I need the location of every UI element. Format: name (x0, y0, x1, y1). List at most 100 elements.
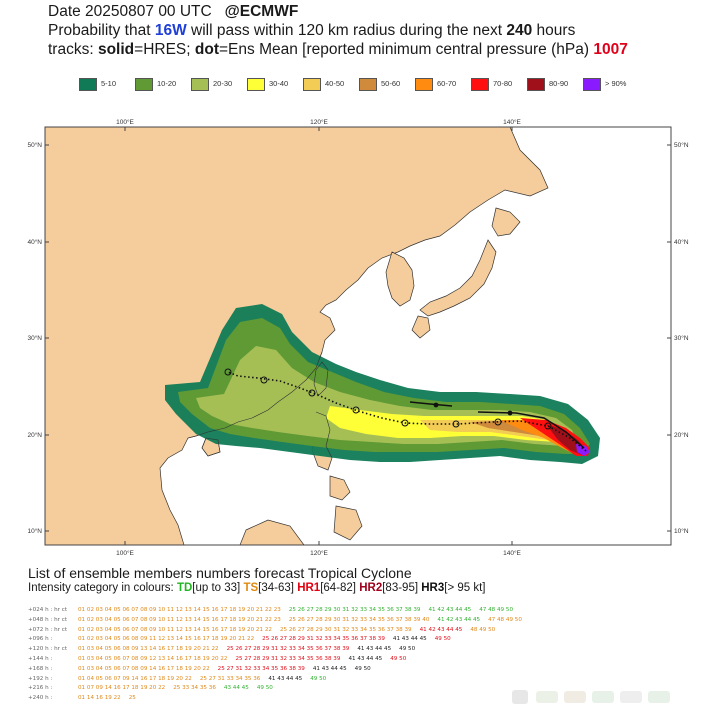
legend-label: 10-20 (157, 79, 177, 88)
ens-marker (352, 406, 360, 414)
member-group: 25 26 27 28 29 30 31 32 33 34 35 36 37 3… (279, 626, 412, 633)
right-lat-label: 10°N (674, 527, 689, 535)
top-lon-label: 140°E (503, 118, 521, 126)
intensity-prefix: Intensity category in colours: (28, 582, 174, 594)
member-group: 49 50 (310, 675, 327, 682)
top-lon-label: 100°E (116, 118, 134, 126)
legend-label: 60-70 (437, 79, 457, 88)
hres-marker (507, 410, 513, 416)
dot-label: dot (194, 41, 219, 58)
hr3-range: [> 95 kt] (444, 582, 486, 594)
ensemble-members: 01 04 05 06 07 09 14 16 17 18 19 20 22 25… (78, 675, 334, 684)
header-line-3: tracks: solid=HRES; dot=Ens Mean [report… (48, 41, 628, 59)
ens-mean-label: =Ens Mean [reported minimum central pres… (219, 41, 590, 58)
probability-text-b: will pass within 120 km radius during th… (191, 22, 503, 39)
hres-marker (433, 402, 439, 408)
legend-label: 5-10 (101, 79, 117, 88)
intensity-categories: Intensity category in colours: TD[up to … (28, 582, 486, 594)
legend-label: > 90% (605, 79, 627, 88)
land-kyushu (411, 315, 431, 339)
ensemble-members: 01 03 04 05 06 07 08 09 12 13 14 16 17 1… (78, 655, 414, 664)
ensemble-members: 01 02 03 04 05 06 08 09 11 12 13 14 15 1… (78, 635, 459, 644)
watermark (512, 690, 670, 704)
bottom-lon-label: 140°E (503, 549, 521, 557)
left-lat-label: 10°N (27, 527, 42, 535)
ens-marker (494, 418, 502, 426)
member-group: 49 50 (399, 646, 416, 653)
member-group: 47 48 49 50 (479, 607, 514, 613)
coast-taiwan (313, 361, 329, 397)
legend-swatch (191, 78, 209, 91)
ensemble-lead-time: +096 h : (28, 636, 53, 643)
swath-over-90 (576, 444, 590, 456)
ensemble-lead-time: +120 h : hr ct (28, 646, 68, 653)
land-asia-mainland (45, 127, 549, 545)
tracks-label: tracks: (48, 41, 94, 58)
swath-80-90 (546, 424, 586, 455)
top-lon-label: 120°E (310, 118, 328, 126)
ensemble-members: 01 03 04 05 06 08 09 13 14 16 17 18 19 2… (78, 645, 423, 654)
right-lat-label: 40°N (674, 238, 689, 246)
legend-swatch (583, 78, 601, 91)
legend-label: 50-60 (381, 79, 401, 88)
legend-label: 30-40 (269, 79, 289, 88)
land-honshu (419, 239, 497, 317)
legend-swatch (471, 78, 489, 91)
ensemble-lead-time: +072 h : hr ct (28, 626, 68, 633)
legend-label: 80-90 (549, 79, 569, 88)
forecast-date: Date 20250807 00 UTC (48, 3, 212, 20)
hr1-range: [64-82] (320, 582, 357, 594)
ensemble-members: 01 02 03 04 05 06 07 08 09 10 11 12 13 1… (78, 606, 521, 615)
legend-swatch (415, 78, 433, 91)
coast-china-south (187, 351, 323, 439)
header-line-2: Probability that 16W will pass within 12… (48, 22, 575, 40)
member-group: 41 43 44 45 (268, 675, 303, 682)
ens-marker (260, 376, 268, 384)
member-group: 25 26 27 28 29 30 31 32 33 34 35 36 37 3… (288, 607, 421, 613)
hr2-range: [83-95] (382, 582, 419, 594)
tracks (224, 368, 587, 452)
ens-marker (544, 422, 552, 430)
left-lat-label: 40°N (27, 238, 42, 246)
ensemble-lead-time: +192 h : (28, 675, 53, 682)
land-hokkaido (491, 207, 521, 237)
ensemble-members: 01 14 16 19 22 25 (78, 694, 144, 703)
land-visayas (329, 475, 351, 501)
ensemble-members: 01 03 04 05 06 07 08 09 14 16 17 18 19 2… (78, 665, 379, 674)
coast-hainan (201, 437, 221, 457)
member-group: 41 42 43 44 45 (419, 626, 463, 633)
legend-swatch (135, 78, 153, 91)
member-group: 01 04 05 06 07 09 14 16 17 18 19 20 22 (78, 675, 192, 682)
coastline-overlay (187, 351, 333, 459)
ts-label: TS (243, 582, 259, 594)
legend-swatch (247, 78, 265, 91)
land-korea (385, 251, 415, 307)
ts-range: [34-63] (258, 582, 294, 594)
hres-label: =HRES; (134, 41, 191, 58)
member-group: 49 50 (390, 656, 407, 662)
member-group: 47 48 49 50 (488, 616, 522, 623)
member-group: 25 26 27 28 29 31 32 33 34 35 36 37 38 3… (226, 646, 350, 653)
member-group: 25 26 27 28 29 31 32 33 34 35 36 37 38 3… (262, 636, 385, 643)
right-lat-label: 20°N (674, 431, 689, 439)
member-group: 41 43 44 45 (392, 636, 427, 643)
axis-labels: 100°E 120°E 140°E 100°E 120°E 140°E 50°N… (27, 118, 688, 557)
legend-swatch (359, 78, 377, 91)
solid-label: solid (97, 41, 135, 58)
ensemble-members: 01 02 03 04 05 06 07 08 09 10 11 12 13 1… (78, 626, 503, 635)
member-group: 25 27 28 29 31 32 33 34 35 36 38 39 (235, 656, 341, 662)
legend-label: 40-50 (325, 79, 345, 88)
left-lat-label: 20°N (27, 431, 42, 439)
right-lat-label: 30°N (674, 334, 689, 342)
member-group: 01 02 03 04 05 06 08 09 11 12 13 14 15 1… (78, 636, 255, 643)
ensemble-lead-time: +024 h : hr ct (28, 607, 68, 613)
track-probability-map: 100°E 120°E 140°E 100°E 120°E 140°E 50°N… (27, 118, 688, 557)
hr3-label: HR3 (421, 582, 445, 594)
bottom-lon-label: 120°E (310, 549, 328, 557)
member-group: 25 26 27 28 29 30 31 32 33 34 35 36 37 3… (288, 616, 430, 623)
ens-mean-track (227, 371, 587, 452)
pressure-value: 1007 (593, 41, 628, 58)
land-borneo (239, 519, 305, 545)
probability-text-a: Probability that (48, 22, 151, 39)
land-mindanao (333, 505, 363, 541)
